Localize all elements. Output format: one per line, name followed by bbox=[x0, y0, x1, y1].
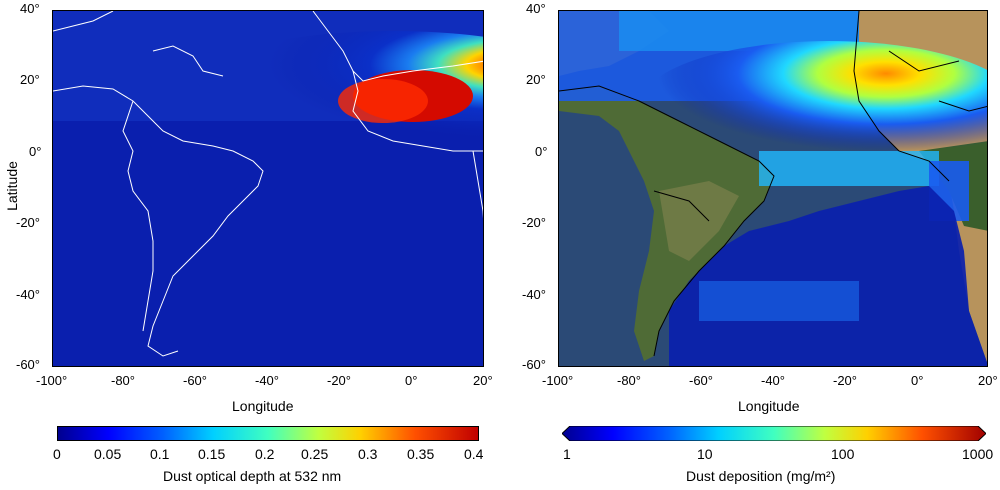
left-cb-tick-3: 0.15 bbox=[198, 446, 226, 462]
right-x-tick-4: -20° bbox=[833, 373, 857, 388]
right-y-tick-5: -60° bbox=[522, 357, 546, 372]
left-cb-tick-6: 0.3 bbox=[358, 446, 378, 462]
left-colorbar bbox=[57, 426, 479, 441]
left-map-panel: 40° 20° 0° -20° -40° -60° -100° -80° -60… bbox=[4, 1, 493, 485]
left-colorbar-label: Dust optical depth at 532 nm bbox=[163, 468, 342, 484]
right-y-tick-2: 0° bbox=[535, 144, 548, 159]
left-x-axis-title: Longitude bbox=[232, 398, 294, 414]
right-map-panel: 40° 20° 0° -20° -40° -60° -100° -80° -60… bbox=[500, 0, 1000, 490]
right-y-tick-1: 20° bbox=[526, 72, 546, 87]
right-x-tick-3: -40° bbox=[761, 373, 785, 388]
right-cb-tick-1: 10 bbox=[697, 446, 713, 462]
right-x-tick-1: -80° bbox=[617, 373, 641, 388]
left-x-tick-3: -40° bbox=[255, 373, 279, 388]
right-x-tick-5: 0° bbox=[911, 373, 924, 388]
left-map-svg bbox=[53, 11, 483, 366]
right-colorbar bbox=[562, 426, 986, 441]
right-x-tick-2: -60° bbox=[689, 373, 713, 388]
right-colorbar-label: Dust deposition (mg/m²) bbox=[686, 468, 836, 484]
left-y-axis-title: Latitude bbox=[4, 161, 20, 211]
right-map-svg bbox=[559, 11, 987, 366]
left-cb-tick-1: 0.05 bbox=[94, 446, 122, 462]
left-y-tick-5: -60° bbox=[16, 357, 40, 372]
right-colorbar-svg bbox=[562, 426, 986, 441]
left-y-tick-1: 20° bbox=[20, 72, 40, 87]
right-x-axis-title: Longitude bbox=[738, 398, 800, 414]
left-x-tick-6: 20° bbox=[473, 373, 493, 388]
left-x-tick-5: 0° bbox=[405, 373, 418, 388]
left-x-tick-4: -20° bbox=[327, 373, 351, 388]
left-y-tick-4: -40° bbox=[16, 287, 40, 302]
deposition-overlay bbox=[559, 11, 987, 366]
coastline-lines bbox=[53, 11, 483, 357]
right-x-tick-6: 20° bbox=[978, 373, 998, 388]
right-y-tick-4: -40° bbox=[522, 287, 546, 302]
left-cb-tick-4: 0.2 bbox=[255, 446, 275, 462]
right-cb-tick-3: 1000 bbox=[962, 446, 994, 462]
left-cb-tick-7: 0.35 bbox=[407, 446, 435, 462]
left-x-tick-0: -100° bbox=[36, 373, 68, 388]
left-y-tick-3: -20° bbox=[16, 215, 40, 230]
dust-plume-left bbox=[163, 31, 483, 171]
right-cb-tick-2: 100 bbox=[831, 446, 855, 462]
right-cb-tick-0: 1 bbox=[563, 446, 571, 462]
left-cb-tick-5: 0.25 bbox=[301, 446, 329, 462]
left-cb-tick-2: 0.1 bbox=[150, 446, 170, 462]
left-cb-tick-8: 0.4 bbox=[464, 446, 484, 462]
country-borders bbox=[559, 11, 987, 357]
left-x-tick-2: -60° bbox=[183, 373, 207, 388]
left-cb-tick-0: 0 bbox=[53, 446, 61, 462]
right-y-tick-3: -20° bbox=[522, 215, 546, 230]
right-dust-deposition-map bbox=[558, 10, 988, 367]
left-y-tick-0: 40° bbox=[20, 1, 40, 16]
left-dust-optical-depth-map bbox=[52, 10, 484, 367]
left-x-tick-1: -80° bbox=[111, 373, 135, 388]
left-y-tick-2: 0° bbox=[29, 144, 42, 159]
right-y-tick-0: 40° bbox=[526, 1, 546, 16]
right-x-tick-0: -100° bbox=[542, 373, 574, 388]
dust-plume-right bbox=[639, 41, 987, 171]
